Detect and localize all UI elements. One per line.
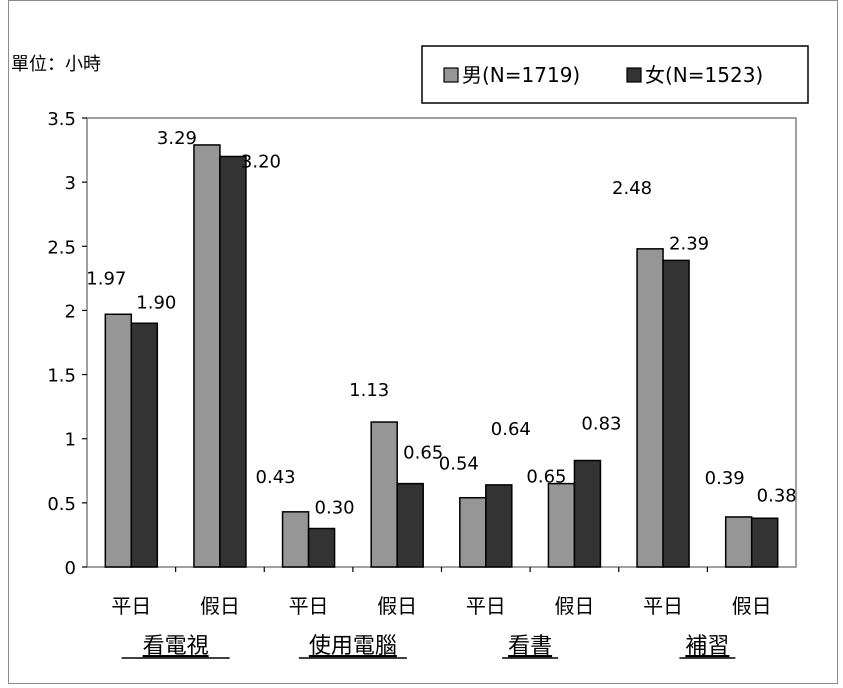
y-tick-label: 3: [65, 173, 76, 194]
bar-value-label: 0.43: [256, 467, 296, 488]
bar-value-label: 0.38: [757, 485, 797, 506]
x-tick-label: 平日: [111, 594, 151, 618]
y-tick-label: 1.5: [47, 366, 76, 387]
bar-chart: 單位：小時 男(N=1719) 女(N=1523) 0 0.5 1 1.5 2 2.5 3 3.…: [11, 45, 809, 659]
bar-value-label: 0.64: [491, 419, 531, 440]
y-tick-label: 2.5: [47, 237, 76, 258]
bar: [485, 484, 513, 568]
bar: [396, 482, 424, 568]
plot-area: 0 0.5 1 1.5 2 2.5 3 3.5 1.97 1.90 平日 3.29 3.20 假日 0.43…: [47, 109, 797, 659]
bar: [662, 259, 690, 568]
group-label: 看書: [508, 634, 552, 659]
bar-value-label: 1.90: [136, 292, 176, 313]
x-tick-label: 平日: [466, 594, 506, 618]
bar-value-label: 0.65: [403, 443, 443, 464]
bar: [281, 511, 310, 568]
x-tick-label: 假日: [554, 594, 594, 618]
bar: [193, 144, 221, 568]
bar: [370, 421, 398, 568]
bar: [104, 313, 133, 568]
x-tick-label: 平日: [289, 594, 329, 618]
bar: [219, 155, 247, 568]
unit-label: 單位：小時: [11, 54, 101, 75]
bar: [636, 248, 664, 568]
bar-value-label: 0.30: [315, 498, 355, 519]
x-tick-label: 假日: [377, 594, 417, 618]
group-label: 看電視: [143, 634, 209, 659]
x-tick-label: 假日: [200, 594, 240, 618]
bar-value-label: 1.97: [86, 268, 126, 289]
bar-value-label: 2.48: [612, 178, 652, 199]
bar-value-label: 0.54: [439, 454, 479, 475]
legend-swatch: [443, 67, 459, 83]
chart-frame: 單位：小時 男(N=1719) 女(N=1523) 0 0.5 1 1.5 2 2.5 3 3.…: [8, 0, 838, 684]
y-tick-label: 0: [65, 558, 76, 579]
legend: 男(N=1719) 女(N=1523): [421, 45, 809, 104]
legend-box: [421, 45, 809, 104]
group-label: 使用電腦: [309, 634, 397, 659]
bar: [130, 322, 159, 568]
y-tick-label: 2: [65, 301, 76, 322]
bar: [459, 496, 487, 568]
y-tick-label: 0.5: [47, 494, 76, 515]
bar-value-label: 2.39: [669, 233, 709, 254]
legend-entry-label: 男(N=1719): [462, 63, 580, 87]
bar: [573, 459, 602, 568]
bar: [724, 516, 753, 568]
bar: [307, 527, 336, 568]
legend-entry-label: 女(N=1523): [645, 63, 763, 87]
x-tick-label: 平日: [643, 594, 683, 618]
bar-value-label: 0.65: [526, 467, 566, 488]
bar-value-label: 1.13: [349, 380, 389, 401]
bar-value-label: 0.39: [705, 468, 745, 489]
y-tick-label: 1: [65, 430, 76, 451]
bar: [750, 517, 779, 568]
y-tick-label: 3.5: [47, 109, 76, 130]
bar-value-label: 3.29: [157, 128, 197, 149]
legend-swatch: [626, 67, 642, 83]
bar: [547, 482, 576, 568]
bar-value-label: 0.83: [581, 414, 621, 435]
group-label: 補習: [685, 634, 729, 659]
x-tick-label: 假日: [732, 594, 772, 618]
bar-value-label: 3.20: [241, 151, 281, 172]
